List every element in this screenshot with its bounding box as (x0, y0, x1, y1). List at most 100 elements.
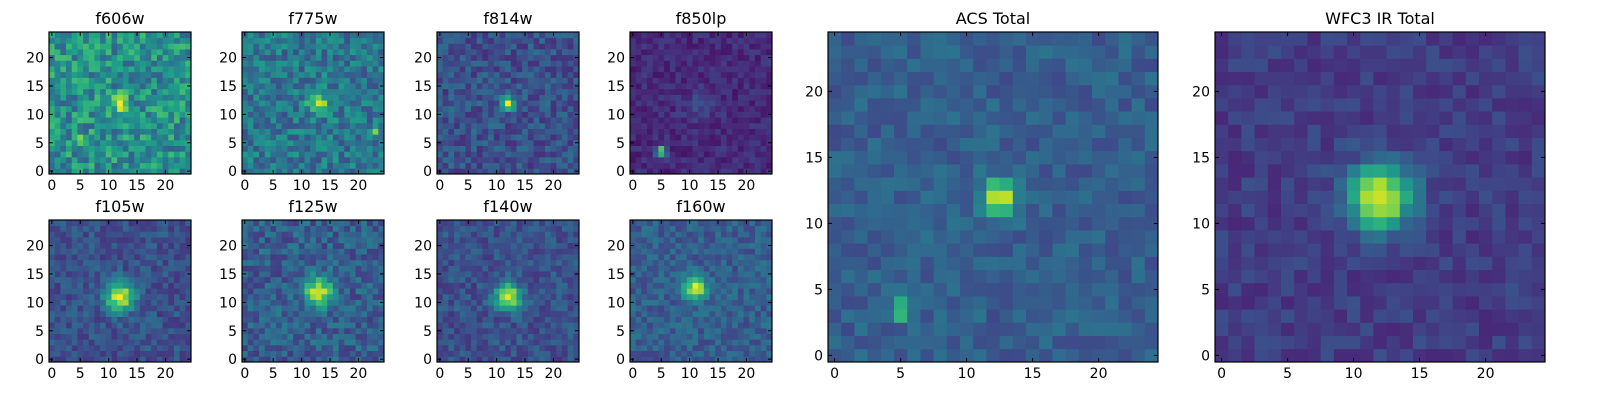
x-tick-label: 15 (321, 178, 339, 194)
heatmap-cell (533, 248, 540, 255)
heatmap-cell (749, 299, 756, 306)
heatmap-cell (766, 88, 773, 95)
heatmap-cell (527, 77, 534, 84)
heatmap-cell (567, 54, 574, 61)
heatmap-cell (162, 293, 169, 300)
heatmap-cell (465, 265, 472, 272)
heatmap-cell (259, 237, 266, 244)
heatmap-cell (77, 77, 84, 84)
heatmap-cell (54, 265, 61, 272)
heatmap-cell (128, 327, 135, 334)
heatmap-cell (338, 316, 345, 323)
heatmap-cell (454, 322, 461, 329)
heatmap-cell (100, 134, 107, 141)
heatmap-cell (442, 265, 449, 272)
heatmap-cell (281, 316, 288, 323)
heatmap-cell (669, 32, 676, 39)
heatmap-cell (66, 60, 73, 67)
heatmap-cell (162, 43, 169, 50)
x-tick-label: 5 (76, 178, 85, 194)
heatmap-cell (151, 293, 158, 300)
heatmap-cell (703, 105, 710, 112)
heatmap-cell (139, 49, 146, 56)
heatmap-cell (533, 225, 540, 232)
heatmap-cell (692, 32, 699, 39)
heatmap-cell (54, 100, 61, 107)
heatmap-cell (276, 316, 283, 323)
heatmap-cell (54, 49, 61, 56)
heatmap-cell (760, 310, 767, 317)
heatmap-cell (754, 305, 762, 312)
heatmap-cell (327, 66, 334, 73)
heatmap-cell (332, 225, 339, 232)
heatmap-cell (703, 271, 710, 278)
heatmap-cell (156, 220, 163, 227)
heatmap-cell (94, 66, 101, 73)
heatmap-cell (681, 105, 688, 112)
heatmap-cell (754, 122, 762, 129)
heatmap-cell (139, 111, 146, 118)
heatmap-cell (247, 168, 254, 175)
heatmap-cell (527, 237, 534, 244)
heatmap-cell (482, 220, 489, 227)
heatmap-cell (749, 333, 756, 340)
heatmap-cell (66, 276, 73, 283)
heatmap-cell (573, 276, 580, 283)
heatmap-cell (145, 231, 152, 238)
heatmap-cell (168, 32, 175, 39)
heatmap-cell (298, 94, 305, 101)
heatmap-cell (465, 344, 472, 352)
heatmap-cell (179, 105, 186, 112)
heatmap-cell (117, 293, 124, 300)
heatmap-cell (355, 134, 362, 141)
heatmap-cell (122, 333, 129, 340)
heatmap-cell (493, 60, 500, 67)
heatmap-cell (499, 259, 506, 266)
heatmap-cell (448, 237, 455, 244)
heatmap-cell (259, 151, 266, 158)
heatmap-cell (344, 66, 351, 73)
heatmap-cell (522, 77, 529, 84)
heatmap-cell (315, 100, 322, 107)
heatmap-cell (681, 344, 688, 352)
heatmap-cell (298, 145, 305, 152)
heatmap-cell (760, 71, 767, 78)
heatmap-cell (338, 327, 345, 334)
heatmap-cell (60, 259, 67, 266)
heatmap-cell (293, 248, 300, 255)
heatmap-cell (454, 49, 461, 56)
heatmap-cell (732, 66, 739, 73)
heatmap-cell (293, 220, 300, 227)
heatmap-cell (338, 71, 345, 78)
heatmap-cell (737, 305, 744, 312)
heatmap-cell (247, 327, 254, 334)
heatmap-cell (567, 151, 574, 158)
heatmap-cell (145, 151, 152, 158)
heatmap-cell (100, 265, 107, 272)
heatmap-cell (361, 88, 368, 95)
heatmap-cell (349, 83, 356, 90)
heatmap-cell (281, 350, 288, 357)
heatmap-cell (664, 100, 671, 107)
heatmap-cell (304, 237, 311, 244)
heatmap-cell (482, 356, 489, 363)
heatmap-cell (630, 162, 637, 169)
heatmap-cell (442, 299, 449, 306)
heatmap-cell (720, 83, 727, 90)
heatmap-cell (156, 139, 163, 146)
heatmap-cell (139, 299, 146, 306)
heatmap-cell (378, 316, 385, 323)
heatmap-cell (60, 139, 67, 146)
heatmap-cell (134, 151, 141, 158)
heatmap-cell (465, 128, 472, 135)
heatmap-cell (122, 327, 129, 334)
heatmap-cell (471, 100, 478, 107)
heatmap-cell (247, 225, 254, 232)
heatmap-cell (264, 162, 271, 169)
heatmap-cell (332, 100, 339, 107)
heatmap-cell (766, 162, 773, 169)
heatmap-cell (754, 128, 762, 135)
heatmap-cell (709, 117, 716, 124)
heatmap-cell (448, 299, 455, 306)
heatmap-cell (647, 156, 654, 164)
